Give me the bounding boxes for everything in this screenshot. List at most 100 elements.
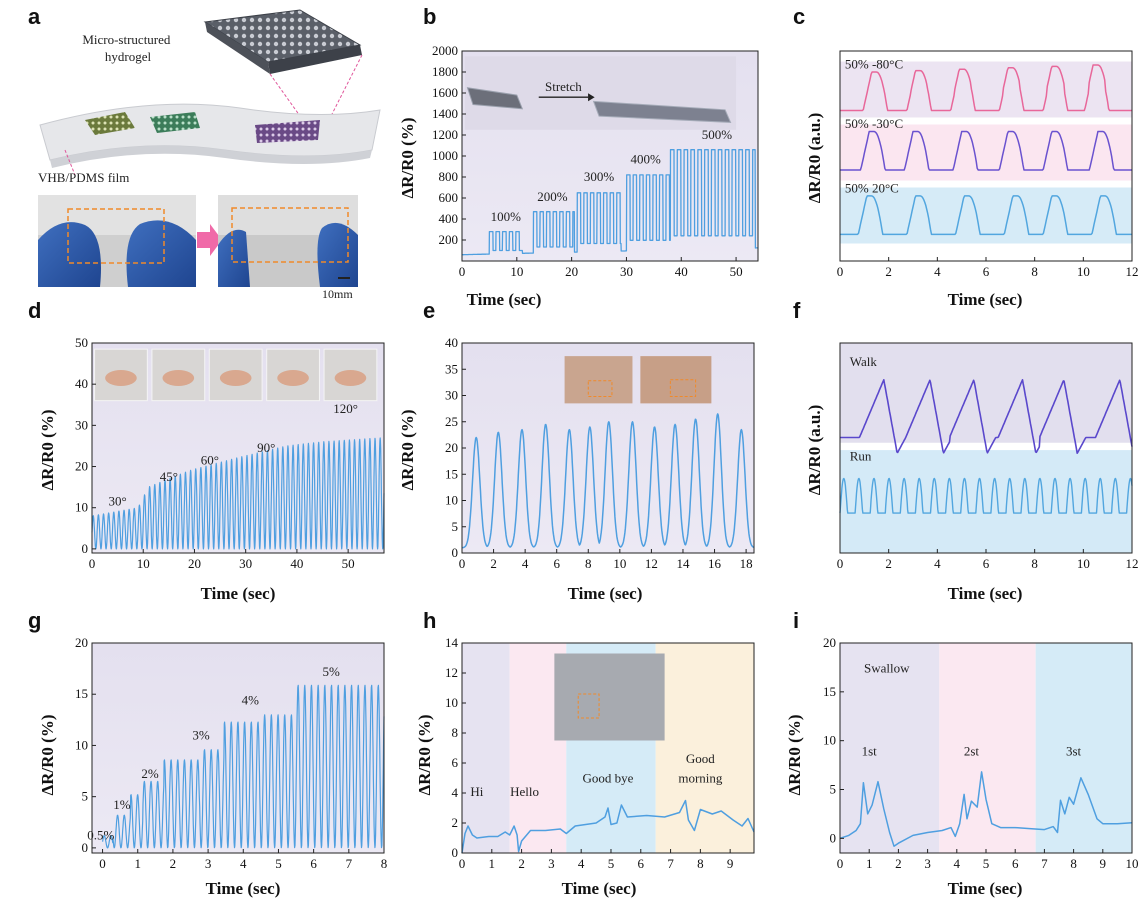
- series-line-d: [91, 437, 385, 550]
- swallow-label-i: 3st: [1066, 743, 1082, 758]
- x-tick-label-b: 30: [620, 264, 633, 279]
- xlabel-f: Time (sec): [948, 584, 1023, 603]
- annotation-g: 0.5%: [87, 828, 114, 843]
- xlabel-c: Time (sec): [948, 290, 1023, 309]
- x-tick-label-i: 6: [1012, 856, 1019, 871]
- inset-marker-h: [577, 693, 600, 719]
- chart-c: 50% -80°C 50% -30°C 50% 20°C 0 2 4 6 8 10 12: [837, 50, 1139, 279]
- hydrogel-label-line2: hydrogel: [105, 49, 152, 64]
- swallow-band-i: [840, 643, 940, 853]
- y-tick-label-h: 10: [445, 695, 458, 710]
- annotation-d: 60°: [201, 452, 219, 467]
- scale-bar-label: 10mm: [322, 287, 353, 301]
- plot-frame-d: [91, 342, 385, 554]
- series-line-c-2: [840, 195, 1132, 236]
- y-tick-label-d: 0: [82, 541, 89, 556]
- x-tick-label-d: 50: [342, 556, 355, 571]
- y-tick-label-b: 800: [439, 169, 459, 184]
- inset-hand-shape-d: [105, 370, 137, 386]
- x-tick-label-g: 6: [310, 856, 317, 871]
- y-tick-label-b: 2000: [432, 43, 458, 58]
- annotation-d: 45°: [160, 469, 178, 484]
- x-tick-label-i: 8: [1070, 856, 1077, 871]
- x-tick-label-i: 9: [1100, 856, 1107, 871]
- xlabel-b: Time (sec): [467, 290, 542, 309]
- chart-f: Walk Run 0 2 4 6 8 10 12: [837, 342, 1139, 571]
- speech-band-h: [655, 643, 754, 853]
- y-tick-label-d: 50: [75, 335, 88, 350]
- y-tick-label-d: 10: [75, 500, 88, 515]
- x-tick-label-f: 4: [934, 556, 941, 571]
- inset-stretch-label: Stretch: [545, 79, 582, 94]
- x-tick-label-h: 4: [578, 856, 585, 871]
- annotation-g: 2%: [141, 766, 159, 781]
- vhb-pdms-film-illustration: [39, 103, 381, 168]
- xlabel-d: Time (sec): [201, 584, 276, 603]
- y-tick-label-h: 6: [452, 755, 459, 770]
- y-tick-label-e: 25: [445, 414, 458, 429]
- annotation-b: 400%: [630, 151, 661, 166]
- annotation-g: 3%: [192, 727, 210, 742]
- x-tick-label-f: 12: [1126, 556, 1139, 571]
- speech-label-h: Hello: [510, 784, 539, 799]
- ylabel-b: ΔR/R0 (%): [398, 117, 417, 198]
- series-line-i: [839, 771, 1133, 847]
- swallow-label-i: 1st: [862, 743, 878, 758]
- y-tick-label-h: 2: [452, 815, 459, 830]
- x-tick-label-b: 20: [565, 264, 578, 279]
- y-tick-label-b: 1400: [432, 106, 458, 121]
- speech-label-h: Good bye: [583, 771, 634, 786]
- x-tick-label-d: 30: [239, 556, 252, 571]
- y-tick-label-e: 40: [445, 335, 458, 350]
- panel-label-d: d: [28, 298, 41, 323]
- x-tick-label-f: 2: [885, 556, 892, 571]
- panel-label-e: e: [423, 298, 435, 323]
- x-tick-label-f: 8: [1031, 556, 1038, 571]
- x-tick-label-c: 6: [983, 264, 990, 279]
- x-tick-label-b: 0: [459, 264, 466, 279]
- x-tick-label-i: 5: [983, 856, 990, 871]
- hydrogel-label: Micro-structured hydrogel: [82, 32, 173, 64]
- chart-i: Swallow 1st 2st 3st 0 1 2 3 4 5 6 7 8 9 10 0 5 10 15 20: [823, 635, 1139, 871]
- x-tick-label-d: 0: [89, 556, 96, 571]
- annotation-b: 500%: [702, 127, 733, 142]
- swallow-band-i: [939, 643, 1036, 853]
- x-tick-label-c: 4: [934, 264, 941, 279]
- y-tick-label-g: 10: [75, 737, 88, 752]
- y-tick-label-e: 0: [452, 545, 459, 560]
- y-tick-label-b: 200: [439, 232, 459, 247]
- x-tick-label-g: 0: [99, 856, 106, 871]
- stretch-arrow: [197, 224, 222, 256]
- x-tick-label-e: 18: [740, 556, 753, 571]
- y-tick-label-b: 1200: [432, 127, 458, 142]
- swallow-label-i: 2st: [964, 743, 980, 758]
- panel-label-f: f: [793, 298, 801, 323]
- x-tick-label-h: 3: [548, 856, 555, 871]
- y-tick-label-h: 0: [452, 845, 459, 860]
- band-run-f: [840, 450, 1132, 553]
- y-tick-label-e: 15: [445, 466, 458, 481]
- photo-stretched: [218, 195, 358, 287]
- series-line-c-0: [840, 64, 1132, 112]
- speech-label-h: Good: [686, 751, 715, 766]
- series-label-walk-f: Walk: [850, 354, 878, 369]
- series-line-g: [102, 684, 385, 849]
- xlabel-h: Time (sec): [562, 879, 637, 898]
- inset-hand-shape-d: [162, 370, 195, 386]
- x-tick-label-i: 4: [954, 856, 961, 871]
- annotation-d: 120°: [333, 401, 358, 416]
- x-tick-label-e: 8: [585, 556, 592, 571]
- xlabel-i: Time (sec): [948, 879, 1023, 898]
- y-tick-label-b: 400: [439, 211, 459, 226]
- x-tick-label-f: 10: [1077, 556, 1090, 571]
- ylabel-h: ΔR/R0 (%): [415, 714, 434, 795]
- series-line-c-1: [840, 130, 1132, 171]
- x-tick-label-g: 2: [170, 856, 177, 871]
- y-tick-label-b: 600: [439, 190, 459, 205]
- inset-device-unstretched-b: [466, 87, 524, 110]
- series-label-c: 50% -80°C: [845, 57, 903, 72]
- annotation-d: 90°: [257, 440, 275, 455]
- annotation-g: 4%: [242, 692, 260, 707]
- plot-frame-h: [461, 642, 755, 854]
- inset-marker-2-e: [669, 379, 697, 398]
